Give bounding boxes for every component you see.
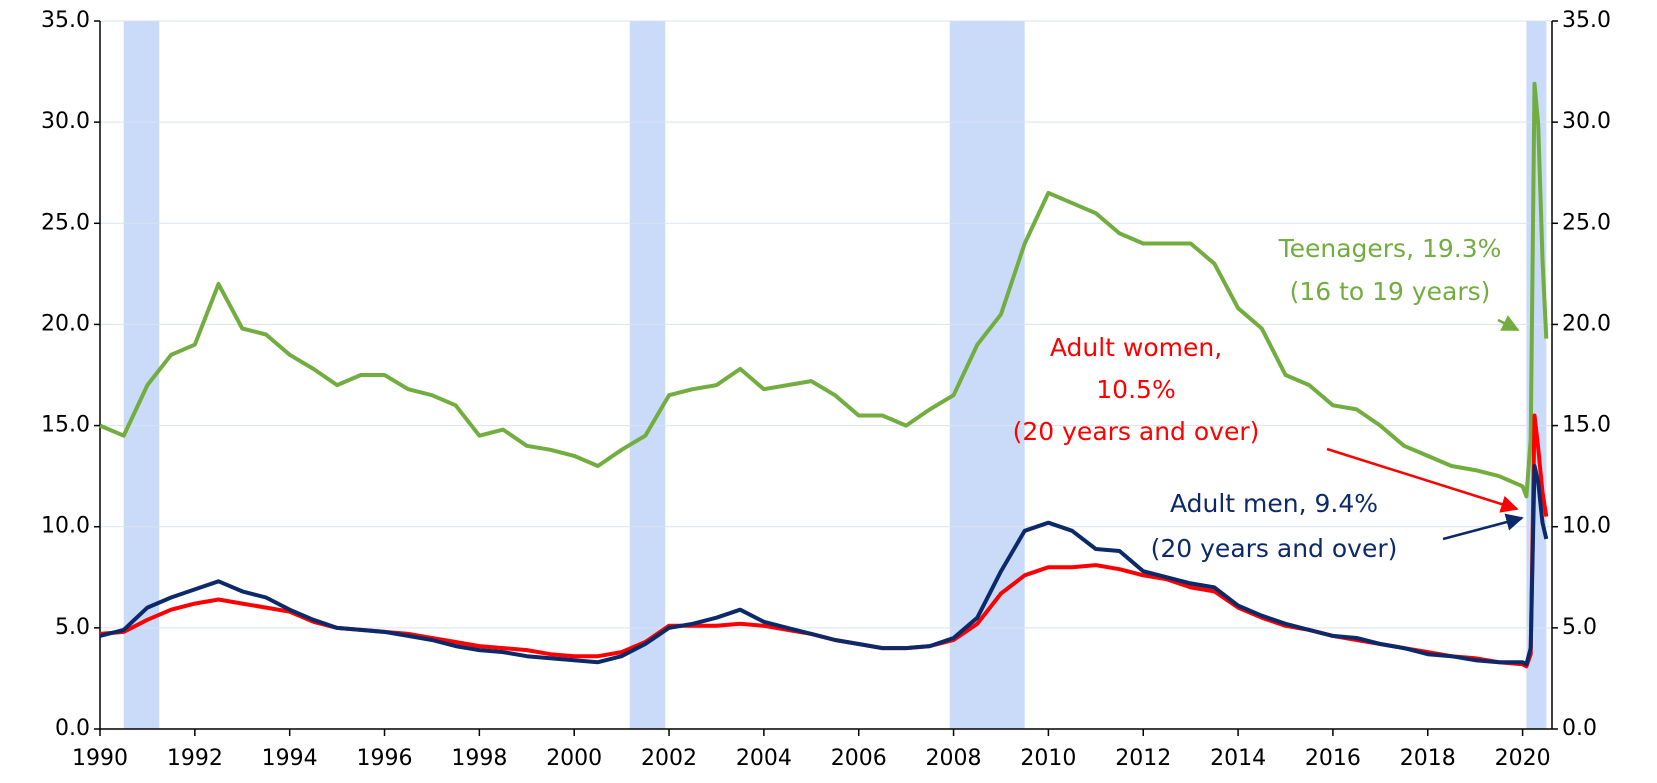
x-tick-label: 1994 bbox=[262, 746, 318, 771]
x-tick-label: 2010 bbox=[1020, 746, 1076, 771]
y2-tick-label: 20.0 bbox=[1562, 311, 1611, 336]
annotation-text: 10.5% bbox=[1096, 375, 1175, 404]
series-line bbox=[99, 464, 1549, 667]
x-tick-label: 1990 bbox=[72, 746, 128, 771]
y2-tick-label: 35.0 bbox=[1562, 8, 1611, 33]
x-tick-label: 2020 bbox=[1495, 746, 1551, 771]
annotation-arrow bbox=[1497, 315, 1520, 332]
annotation-text: Teenagers, 19.3% bbox=[1278, 234, 1502, 263]
x-tick-label: 1996 bbox=[357, 746, 413, 771]
y2-tick-label: 10.0 bbox=[1562, 514, 1611, 539]
annotation-arrow bbox=[1326, 447, 1519, 513]
x-tick-label: 1992 bbox=[167, 746, 223, 771]
y2-tick-label: 15.0 bbox=[1562, 413, 1611, 438]
x-tick-label: 2016 bbox=[1305, 746, 1361, 771]
x-tick-label: 2002 bbox=[641, 746, 697, 771]
x-tick-label: 2006 bbox=[831, 746, 887, 771]
annotation-text: Adult women, bbox=[1050, 333, 1222, 362]
y2-tick-label: 25.0 bbox=[1562, 210, 1611, 235]
annotation-text: (16 to 19 years) bbox=[1290, 277, 1491, 306]
y2-tick-label: 0.0 bbox=[1562, 716, 1597, 741]
y-tick-label: 0.0 bbox=[55, 716, 90, 741]
x-tick-label: 2014 bbox=[1210, 746, 1266, 771]
y-tick-label: 20.0 bbox=[41, 311, 90, 336]
y-tick-label: 15.0 bbox=[41, 413, 90, 438]
x-tick-label: 2018 bbox=[1400, 746, 1456, 771]
y-tick-label: 10.0 bbox=[41, 514, 90, 539]
x-tick-label: 2012 bbox=[1115, 746, 1171, 771]
annotation-text: Adult men, 9.4% bbox=[1170, 489, 1378, 518]
x-tick-label: 2000 bbox=[546, 746, 602, 771]
y-tick-label: 5.0 bbox=[55, 615, 90, 640]
x-tick-label: 2008 bbox=[926, 746, 982, 771]
series-line bbox=[99, 81, 1549, 499]
y-tick-label: 30.0 bbox=[41, 109, 90, 134]
y-tick-label: 25.0 bbox=[41, 210, 90, 235]
y-tick-label: 35.0 bbox=[41, 8, 90, 33]
y2-tick-label: 30.0 bbox=[1562, 109, 1611, 134]
y2-tick-label: 5.0 bbox=[1562, 615, 1597, 640]
x-tick-label: 2004 bbox=[736, 746, 792, 771]
annotation-text: (20 years and over) bbox=[1013, 417, 1260, 446]
x-tick-label: 1998 bbox=[451, 746, 507, 771]
recession-band bbox=[629, 21, 666, 729]
annotation-arrow bbox=[1442, 513, 1524, 541]
annotation-text: (20 years and over) bbox=[1151, 534, 1398, 563]
